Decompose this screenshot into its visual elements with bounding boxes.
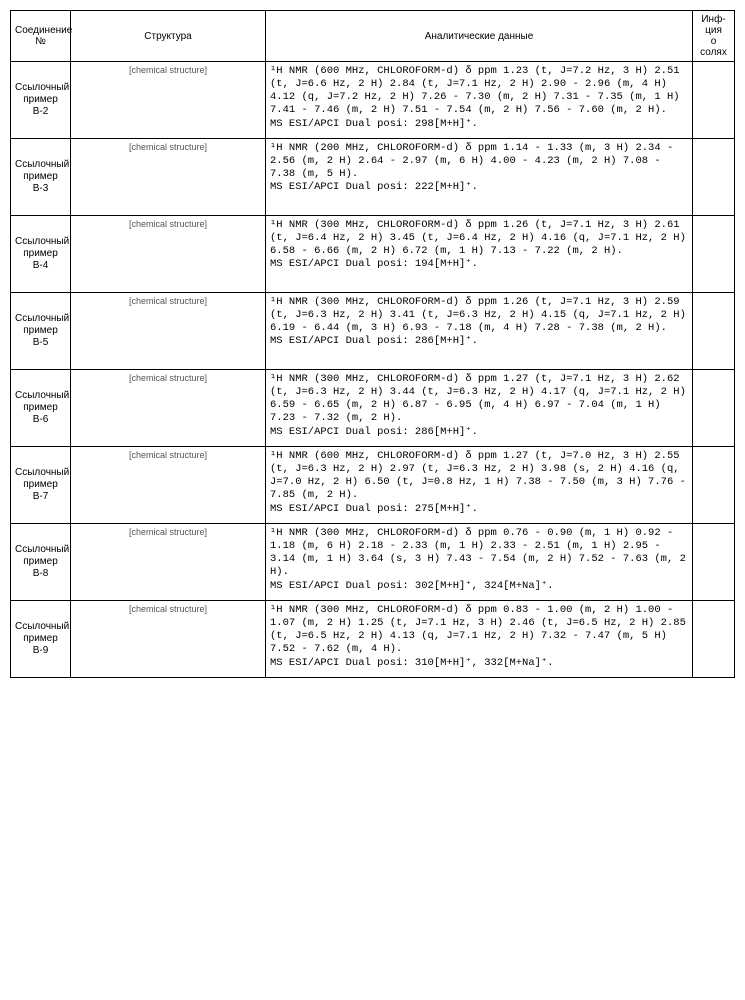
salt-info-cell [693, 370, 735, 447]
analytical-data-cell: ¹H NMR (300 MHz, CHLOROFORM-d) δ ppm 1.2… [266, 370, 693, 447]
structure-cell: [chemical structure] [71, 370, 266, 447]
compound-id-cell: СсылочныйпримерB-8 [11, 524, 71, 601]
analytical-data-cell: ¹H NMR (300 MHz, CHLOROFORM-d) δ ppm 0.8… [266, 601, 693, 678]
analytical-data-cell: ¹H NMR (300 MHz, CHLOROFORM-d) δ ppm 1.2… [266, 293, 693, 370]
structure-cell: [chemical structure] [71, 62, 266, 139]
table-row: СсылочныйпримерB-4 [chemical structure] ¹H… [11, 216, 735, 293]
chemical-structure-icon: [chemical structure] [93, 296, 243, 366]
chemical-structure-icon: [chemical structure] [93, 219, 243, 289]
salt-info-cell [693, 139, 735, 216]
compound-id-cell: СсылочныйпримерB-6 [11, 370, 71, 447]
chemical-structure-icon: [chemical structure] [93, 604, 243, 674]
table-row: СсылочныйпримерB-8 [chemical structure] ¹H… [11, 524, 735, 601]
col-header-compound: Соединение№ [11, 11, 71, 62]
chemical-structure-icon: [chemical structure] [93, 527, 243, 597]
salt-info-cell [693, 447, 735, 524]
chemical-structure-icon: [chemical structure] [93, 373, 243, 443]
salt-info-cell [693, 293, 735, 370]
table-row: СсылочныйпримерB-9 [chemical structure] ¹H… [11, 601, 735, 678]
col-header-data: Аналитические данные [266, 11, 693, 62]
compound-id-cell: СсылочныйпримерB-3 [11, 139, 71, 216]
salt-info-cell [693, 524, 735, 601]
compound-id-cell: СсылочныйпримерB-9 [11, 601, 71, 678]
analytical-data-cell: ¹H NMR (600 MHz, CHLOROFORM-d) δ ppm 1.2… [266, 447, 693, 524]
compound-id-cell: СсылочныйпримерB-5 [11, 293, 71, 370]
compound-id-cell: СсылочныйпримерB-4 [11, 216, 71, 293]
chemical-structure-icon: [chemical structure] [93, 450, 243, 520]
structure-cell: [chemical structure] [71, 601, 266, 678]
col-header-structure: Структура [71, 11, 266, 62]
analytical-data-cell: ¹H NMR (300 MHz, CHLOROFORM-d) δ ppm 1.2… [266, 216, 693, 293]
chemical-structure-icon: [chemical structure] [93, 142, 243, 212]
structure-cell: [chemical structure] [71, 216, 266, 293]
structure-cell: [chemical structure] [71, 524, 266, 601]
table-body: СсылочныйпримерB-2 [chemical structure] ¹H… [11, 62, 735, 678]
analytical-data-cell: ¹H NMR (200 MHz, CHLOROFORM-d) δ ppm 1.1… [266, 139, 693, 216]
salt-info-cell [693, 62, 735, 139]
compound-id-cell: СсылочныйпримерB-7 [11, 447, 71, 524]
chemical-structure-icon: [chemical structure] [93, 65, 243, 135]
table-row: СсылочныйпримерB-5 [chemical structure] ¹H… [11, 293, 735, 370]
structure-cell: [chemical structure] [71, 139, 266, 216]
table-row: СсылочныйпримерB-7 [chemical structure] ¹H… [11, 447, 735, 524]
analytical-data-cell: ¹H NMR (300 MHz, CHLOROFORM-d) δ ppm 0.7… [266, 524, 693, 601]
structure-cell: [chemical structure] [71, 447, 266, 524]
compound-id-cell: СсылочныйпримерB-2 [11, 62, 71, 139]
table-row: СсылочныйпримерB-2 [chemical structure] ¹H… [11, 62, 735, 139]
structure-cell: [chemical structure] [71, 293, 266, 370]
table-header: Соединение№ Структура Аналитические данн… [11, 11, 735, 62]
salt-info-cell [693, 216, 735, 293]
salt-info-cell [693, 601, 735, 678]
col-header-salt: Инф-цияо солях [693, 11, 735, 62]
analytical-data-cell: ¹H NMR (600 MHz, CHLOROFORM-d) δ ppm 1.2… [266, 62, 693, 139]
table-row: СсылочныйпримерB-3 [chemical structure] ¹H… [11, 139, 735, 216]
table-row: СсылочныйпримерB-6 [chemical structure] ¹H… [11, 370, 735, 447]
analytical-data-table: Соединение№ Структура Аналитические данн… [10, 10, 735, 678]
